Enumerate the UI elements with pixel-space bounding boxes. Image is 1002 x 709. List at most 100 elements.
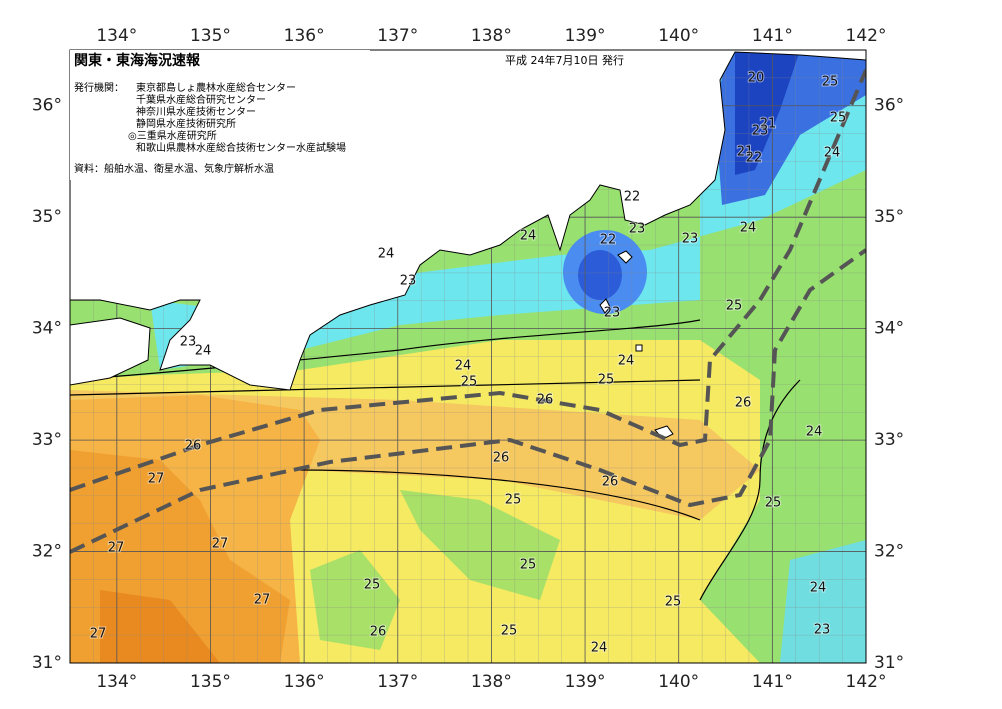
contour-label: 24 [810,581,827,596]
lon-label: 136° [284,672,325,692]
contour-label: 24 [591,641,608,656]
isotherm [70,319,701,396]
lat-label: 36° [32,96,62,116]
contour-label: 26 [493,451,510,466]
lon-label: 140° [658,26,699,46]
contour-label: 22 [600,233,617,248]
contour-label: 25 [520,558,537,573]
lon-label: 134° [96,672,137,692]
source: 資料：船舶水温、衛星水温、気象庁解析水温 [74,162,274,175]
cyan-zone [780,540,866,663]
axes: 134° 134° 135° 135° 136° 136° 137° 137° 138° 138°… [32,26,904,692]
contour-label: 25 [665,595,682,610]
land [70,317,151,386]
contour-label: 23 [752,124,769,139]
lon-label: 140° [658,672,699,692]
deep-blue-zone [735,50,800,175]
issuer: 東京都島しょ農林水産総合センター [136,81,296,94]
island [599,250,674,440]
contour-label: 27 [212,537,229,552]
contour-label: 25 [726,299,743,314]
contour-label: 25 [364,578,381,593]
issuer: 静岡県水産技術研究所 [136,117,236,130]
kuroshio-edge [70,69,866,492]
lon-label: 138° [471,672,512,692]
contour-label: 26 [735,396,752,411]
green-patch [400,490,560,600]
contour-label: 25 [461,375,478,390]
contour-label: 27 [254,593,271,608]
contour-labels: 20 25 25 21 23 21 22 24 22 23 22 23 24 2… [89,70,848,657]
lat-label: 33° [874,430,904,450]
contour-label: 23 [814,623,831,638]
issuer: ◎三重県水産研究所 [128,129,217,142]
contour-label: 25 [505,493,522,508]
issuer-label: 発行機関： [74,81,124,94]
contour-label: 27 [148,472,165,487]
date: 平成 24年7月10日 発行 [505,53,624,67]
lon-label: 142° [846,26,887,46]
contour-label: 20 [748,71,765,86]
contour-label: 25 [598,373,615,388]
map-frame [69,49,867,664]
contour-label: 26 [370,625,387,640]
contour-label: 24 [195,344,212,359]
deep-orange-zone [100,590,220,663]
lat-label: 36° [874,96,904,116]
contour-label: 23 [180,335,197,350]
issuer: 和歌山県農林水産総合技術センター水産試験場 [136,141,346,154]
contour-label: 24 [806,425,823,440]
issuer: 神奈川県水産技術センター [136,105,256,118]
lon-label: 134° [96,26,137,46]
lon-label: 137° [377,26,418,46]
lon-label: 135° [190,26,231,46]
lat-label: 35° [32,207,62,227]
contour-label: 21 [737,145,754,160]
contour-label: 23 [604,306,621,321]
contour-label: 22 [746,151,763,166]
lon-label: 138° [471,26,512,46]
date-box [500,52,670,68]
contour-label: 24 [740,221,757,236]
contour-label: 26 [537,393,554,408]
lat-label: 34° [32,319,62,339]
isotherm [299,379,801,601]
lon-label: 136° [284,26,325,46]
contour-label: 25 [830,111,847,126]
lat-label: 32° [32,542,62,562]
lon-label: 135° [190,672,231,692]
green-patch [310,550,400,650]
contour-label: 25 [765,496,782,511]
lat-label: 31° [874,653,904,673]
contour-label: 25 [501,624,518,639]
contour-label: 26 [185,439,202,454]
contour-label: 21 [760,117,777,132]
lat-label: 32° [874,542,904,562]
contour-label: 26 [602,475,619,490]
lon-label: 141° [752,26,793,46]
contour-label: 23 [400,274,417,289]
contour-label: 24 [455,359,472,374]
contour-label: 22 [624,190,641,205]
issuer: 千葉県水産総合研究センター [136,93,266,106]
lon-label: 141° [752,672,793,692]
lon-label: 139° [565,26,606,46]
contour-label: 24 [378,247,395,262]
lon-label: 139° [565,672,606,692]
lat-label: 35° [874,207,904,227]
contour-label: 23 [682,232,699,247]
lat-label: 33° [32,430,62,450]
deep-blue-zone [578,250,622,300]
map-area [70,50,866,663]
lon-label: 142° [846,672,887,692]
contour-label: 23 [629,222,646,237]
contour-label: 24 [618,354,635,369]
contour-label: 27 [90,627,107,642]
lat-label: 34° [874,319,904,339]
contour-label: 24 [824,146,841,161]
title: 関東・東海海況速報 [74,52,201,69]
contour-label: 27 [108,541,125,556]
legend-box [70,50,370,180]
